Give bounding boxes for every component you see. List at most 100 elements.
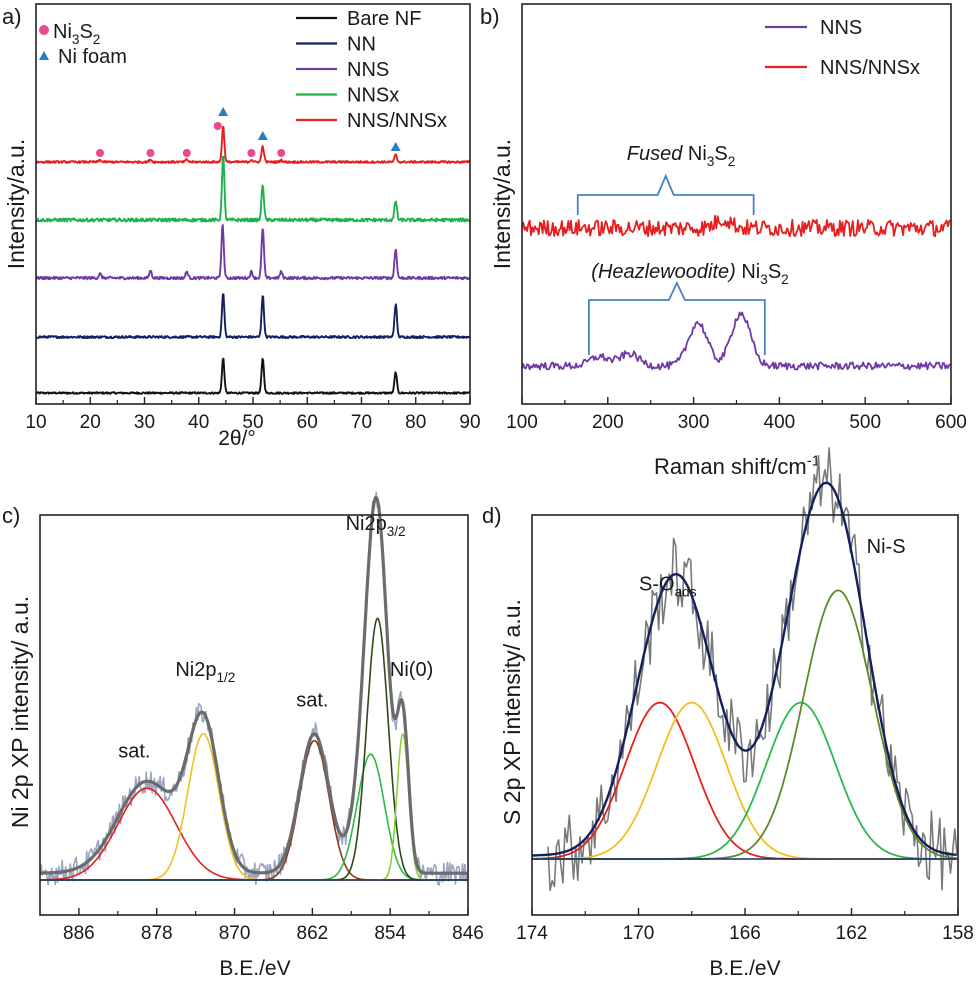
y-axis-label: Intensity/a.u. [489,139,515,269]
x-tick-label: 870 [219,923,251,944]
peak-label: S-Oads [639,573,697,599]
x-tick-label: 80 [405,412,426,433]
peak-label: sat. [296,690,328,712]
x-tick-label: 300 [678,412,710,433]
text-part: S [768,261,781,283]
peak-label: Ni2p3/2 [346,513,406,539]
text-part: Ni [736,261,760,283]
text-part: -1 [807,453,820,470]
x-tick-label: 20 [80,412,101,433]
text-part: 3 [707,154,715,169]
x-axis-label: 2θ/° [218,427,256,450]
legend-ni3s2-marker [39,25,49,35]
text-part: S [79,21,92,43]
plot-frame [39,514,469,916]
text-part: 1/2 [216,670,235,685]
text-part: 2 [728,154,736,169]
text-part: S [714,143,727,165]
text-part: Ni2p [175,659,216,681]
text-part: S-O [639,573,675,595]
ni-foam-marker [257,131,268,140]
fit-component [40,733,467,881]
legend-label: NN [347,34,376,56]
legend-ni-foam-label: Ni foam [58,46,127,68]
x-tick-label: 400 [764,412,796,433]
text-part: (Heazlewoodite) [591,261,736,283]
text-part: 3 [760,272,768,287]
x-tick-label: 100 [506,412,538,433]
ni-foam-marker [390,142,401,151]
raw-spectrum [547,447,958,892]
fit-envelope [532,481,957,857]
xrd-series-NNS/NNSx [35,125,471,164]
fit-component [40,753,467,881]
x-axis-label: Raman shift/cm-1 [654,453,820,479]
legend-ni3s2-label: Ni3S2 [53,21,100,47]
x-tick-label: 878 [141,923,173,944]
text-part: 2 [93,32,101,47]
text-part: 2 [781,272,789,287]
xrd-series-NNSx [35,155,470,223]
fused-brace [576,173,755,215]
heazlewoodite-annotation: (Heazlewoodite) Ni3S2 [591,261,788,287]
xrd-series-Bare NF [35,357,470,395]
y-axis-label: S 2p XP intensity/ a.u. [499,599,525,825]
raman-series-NNS [521,311,951,371]
legend-label: Bare NF [347,8,421,30]
xrd-series-NN [35,293,471,340]
x-tick-label: 158 [942,923,974,944]
x-tick-label: 846 [452,923,484,944]
text-part: Raman shift/cm [654,454,807,479]
legend-label: NNS/NNSx [347,110,447,132]
peak-label: Ni(0) [390,659,433,681]
peak-label: sat. [118,741,150,763]
text-part: Fused [627,143,683,165]
ni3s2-marker [213,122,222,130]
raw-spectrum [39,491,468,886]
legend-label: NNS [347,59,389,81]
legend-label: NNSx [347,85,399,107]
x-tick-label: 50 [242,412,263,433]
x-tick-label: 166 [729,923,761,944]
text-part: 3/2 [387,524,406,539]
x-tick-label: 174 [516,923,548,944]
x-tick-label: 162 [836,923,868,944]
x-tick-label: 886 [63,923,95,944]
text-part: Ni2p [346,513,387,535]
ni3s2-marker [277,149,286,157]
x-tick-label: 40 [188,412,209,433]
legend-label: NNS [820,17,862,39]
ni-foam-marker [218,107,229,116]
raman-series-NNS/NNSx [521,214,951,238]
text-part: Ni [53,21,72,43]
panel-label: a) [2,4,22,29]
fit-component [40,733,467,881]
text-part: ads [675,584,697,599]
x-tick-label: 10 [25,412,46,433]
panel-d: d) S-Oads Ni-S 174 170 166 162 158 B.E./eV S 2p X… [482,447,974,980]
ni3s2-marker [182,149,191,157]
x-tick-label: 600 [935,412,967,433]
ni3s2-marker [146,149,155,157]
peak-label: Ni2p1/2 [175,659,235,685]
legend-label: NNS/NNSx [820,57,920,79]
fit-envelope [39,496,468,875]
x-tick-label: 30 [134,412,155,433]
heazlewoodite-brace [588,280,766,355]
ni3s2-marker [96,149,105,157]
ni3s2-marker [247,149,256,157]
panel-label: c) [2,503,20,528]
xrd-series-NNS [35,224,471,281]
x-tick-label: 500 [849,412,881,433]
peak-label: Ni-S [867,536,906,558]
x-tick-label: 60 [297,412,318,433]
text-part: Ni [682,143,706,165]
x-tick-label: 200 [592,412,624,433]
x-axis-label: B.E./eV [709,957,780,980]
x-tick-label: 854 [374,923,406,944]
y-axis-label: Ni 2p XP intensity/ a.u. [7,596,33,828]
x-tick-label: 70 [351,412,372,433]
